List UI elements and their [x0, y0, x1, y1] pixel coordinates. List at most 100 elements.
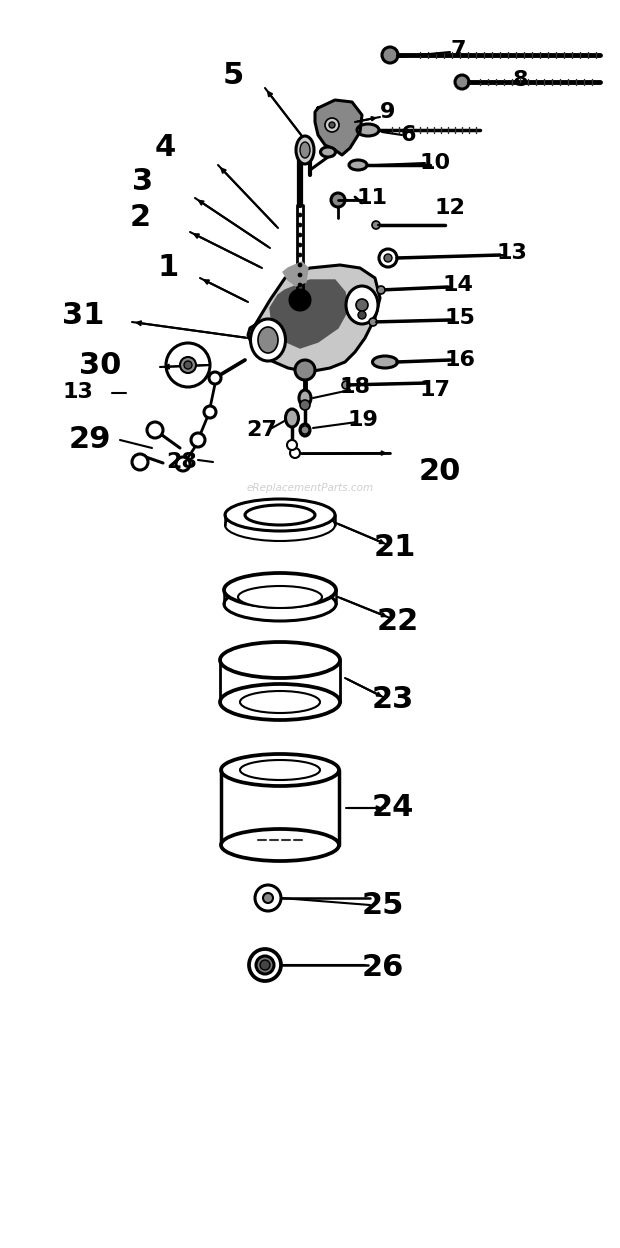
- Ellipse shape: [300, 142, 310, 158]
- Text: 13: 13: [63, 382, 94, 402]
- Text: 1: 1: [157, 253, 179, 282]
- Circle shape: [342, 381, 350, 389]
- Text: 2: 2: [130, 203, 151, 232]
- Circle shape: [166, 343, 210, 387]
- Polygon shape: [270, 280, 348, 348]
- Text: 15: 15: [445, 308, 476, 328]
- Circle shape: [290, 290, 310, 310]
- Text: 14: 14: [443, 275, 474, 295]
- Ellipse shape: [225, 499, 335, 530]
- Circle shape: [180, 357, 196, 373]
- Circle shape: [356, 300, 368, 311]
- Ellipse shape: [296, 136, 314, 163]
- Text: 26: 26: [362, 953, 404, 982]
- Circle shape: [325, 119, 339, 132]
- Ellipse shape: [238, 587, 322, 608]
- Text: 4: 4: [154, 134, 175, 162]
- Ellipse shape: [224, 587, 336, 622]
- Text: 7: 7: [450, 40, 466, 60]
- Circle shape: [204, 406, 216, 418]
- Ellipse shape: [224, 573, 336, 607]
- Text: 17: 17: [420, 379, 451, 401]
- Text: 21: 21: [374, 533, 416, 563]
- Text: 18: 18: [340, 377, 371, 397]
- Circle shape: [377, 286, 385, 295]
- Ellipse shape: [258, 327, 278, 353]
- Text: 8: 8: [512, 70, 528, 90]
- Circle shape: [379, 250, 397, 267]
- Ellipse shape: [346, 286, 378, 324]
- Circle shape: [147, 422, 163, 438]
- Circle shape: [184, 361, 192, 369]
- Text: 29: 29: [69, 426, 111, 454]
- Circle shape: [300, 401, 310, 411]
- Circle shape: [191, 433, 205, 447]
- Circle shape: [369, 318, 377, 326]
- Circle shape: [132, 454, 148, 470]
- Circle shape: [256, 956, 274, 973]
- Text: eReplacementParts.com: eReplacementParts.com: [246, 483, 374, 493]
- Circle shape: [255, 885, 281, 911]
- Text: 9: 9: [380, 102, 396, 122]
- Text: 11: 11: [356, 188, 388, 208]
- Text: 20: 20: [419, 458, 461, 487]
- Ellipse shape: [299, 389, 311, 406]
- Circle shape: [298, 243, 302, 247]
- Circle shape: [298, 263, 302, 267]
- Circle shape: [298, 273, 302, 277]
- Text: 13: 13: [497, 243, 528, 263]
- Circle shape: [260, 960, 270, 970]
- Circle shape: [372, 221, 380, 228]
- Polygon shape: [283, 262, 308, 286]
- Text: 22: 22: [377, 608, 419, 636]
- Circle shape: [176, 457, 190, 470]
- Circle shape: [298, 233, 302, 237]
- Polygon shape: [248, 265, 380, 372]
- Circle shape: [329, 122, 335, 129]
- Circle shape: [295, 359, 315, 379]
- Text: 24: 24: [372, 794, 414, 822]
- Ellipse shape: [221, 754, 339, 786]
- Ellipse shape: [285, 409, 298, 427]
- Circle shape: [382, 47, 398, 62]
- Ellipse shape: [373, 356, 397, 368]
- Text: 19: 19: [348, 411, 378, 431]
- Text: 6: 6: [401, 125, 416, 145]
- Ellipse shape: [221, 829, 339, 861]
- Ellipse shape: [357, 124, 379, 136]
- Circle shape: [298, 283, 302, 287]
- Text: 12: 12: [435, 198, 466, 218]
- Ellipse shape: [250, 319, 285, 361]
- Text: 30: 30: [79, 351, 121, 379]
- Circle shape: [331, 193, 345, 207]
- Circle shape: [298, 223, 302, 227]
- Ellipse shape: [240, 760, 320, 780]
- Text: 28: 28: [167, 452, 197, 472]
- Circle shape: [298, 253, 302, 257]
- Polygon shape: [315, 100, 362, 155]
- Text: 31: 31: [62, 301, 104, 329]
- Circle shape: [249, 948, 281, 981]
- Ellipse shape: [220, 641, 340, 678]
- Text: 23: 23: [372, 685, 414, 715]
- Circle shape: [358, 311, 366, 319]
- Circle shape: [455, 75, 469, 89]
- Circle shape: [287, 441, 297, 451]
- Ellipse shape: [245, 505, 315, 525]
- Text: 25: 25: [362, 891, 404, 920]
- Text: 16: 16: [445, 349, 476, 369]
- Ellipse shape: [300, 424, 310, 436]
- Text: 10: 10: [420, 154, 451, 173]
- Ellipse shape: [240, 691, 320, 713]
- Circle shape: [298, 213, 302, 217]
- Ellipse shape: [220, 684, 340, 720]
- Text: 3: 3: [133, 167, 154, 196]
- Circle shape: [290, 448, 300, 458]
- Ellipse shape: [349, 160, 367, 170]
- Circle shape: [263, 894, 273, 904]
- Text: 5: 5: [223, 60, 244, 90]
- Ellipse shape: [321, 147, 335, 157]
- Text: 27: 27: [247, 421, 277, 441]
- Ellipse shape: [225, 509, 335, 540]
- Circle shape: [301, 426, 309, 434]
